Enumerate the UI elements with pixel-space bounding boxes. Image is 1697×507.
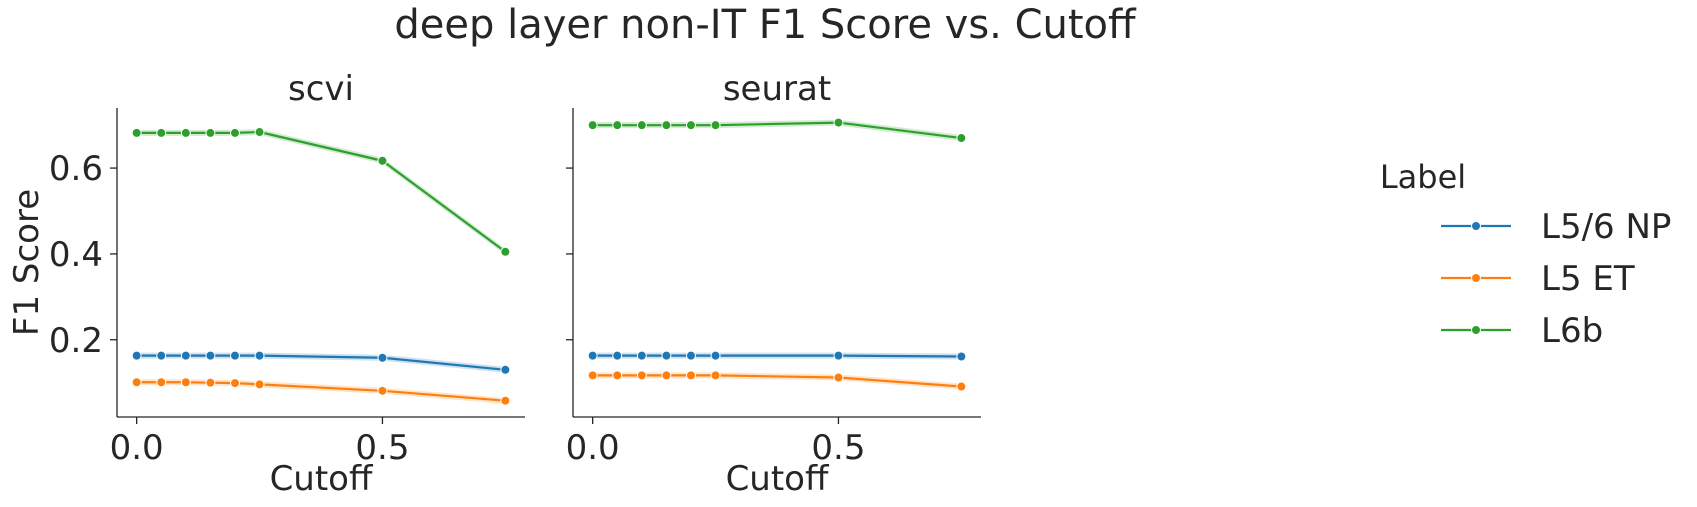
panel-title: scvi [288, 69, 354, 109]
data-point [254, 350, 265, 361]
legend-label: L5 ET [1541, 259, 1635, 299]
data-point [956, 133, 967, 144]
legend-label: L6b [1541, 311, 1603, 351]
series-L5 ET [131, 377, 511, 406]
data-point [661, 120, 672, 131]
data-point [636, 350, 647, 361]
data-point [500, 246, 511, 257]
data-point [254, 379, 265, 390]
series-L6b [587, 117, 967, 144]
data-point [685, 370, 696, 381]
data-point [180, 377, 191, 388]
data-point [377, 155, 388, 166]
series-band [136, 352, 506, 373]
legend-marker [1471, 325, 1481, 335]
data-point [180, 127, 191, 138]
data-point [833, 372, 844, 383]
data-point [833, 117, 844, 128]
series-L5 ET [587, 370, 967, 392]
y-tick-label: 0.4 [49, 235, 103, 275]
data-point [229, 350, 240, 361]
data-point [636, 120, 647, 131]
chart-suptitle: deep layer non-IT F1 Score vs. Cutoff [394, 2, 1137, 48]
data-point [229, 127, 240, 138]
legend-item: L5/6 NP [1441, 207, 1671, 247]
data-point [710, 120, 721, 131]
legend-marker [1471, 273, 1481, 283]
data-point [612, 120, 623, 131]
data-point [229, 378, 240, 389]
series-line [136, 130, 506, 253]
series-band [136, 379, 506, 404]
y-axis-label: F1 Score [7, 189, 47, 336]
data-point [205, 350, 216, 361]
data-point [636, 370, 647, 381]
x-tick-label: 0.0 [566, 428, 620, 468]
x-tick-label: 0.0 [110, 428, 164, 468]
legend-marker [1471, 221, 1481, 231]
series-line [592, 121, 962, 140]
chart-panels: scvi 0.0 0.5 0.2 0.4 0.6 Cutoff F1 Score seurat 0… [7, 69, 981, 499]
data-point [131, 350, 142, 361]
chart-panel-scvi: scvi 0.0 0.5 0.2 0.4 0.6 Cutoff F1 Score [7, 69, 525, 499]
x-axis-label: Cutoff [270, 459, 374, 499]
panel-title: seurat [723, 69, 831, 109]
data-point [661, 350, 672, 361]
series-band [592, 372, 962, 390]
data-point [710, 350, 721, 361]
data-point [956, 351, 967, 362]
series-line [592, 354, 962, 358]
legend-item: L6b [1441, 311, 1603, 351]
data-point [377, 385, 388, 396]
legend-item: L5 ET [1441, 259, 1635, 299]
data-point [612, 350, 623, 361]
series-L5/6 NP [587, 350, 967, 362]
data-point [500, 395, 511, 406]
data-point [377, 352, 388, 363]
data-point [156, 350, 167, 361]
data-point [685, 120, 696, 131]
data-point [612, 370, 623, 381]
chart-legend: Label L5/6 NP L5 ET L6b [1380, 158, 1672, 351]
data-point [180, 350, 191, 361]
data-point [833, 350, 844, 361]
x-tick-label: 0.5 [355, 428, 409, 468]
data-point [156, 377, 167, 388]
data-point [205, 377, 216, 388]
data-point [500, 364, 511, 375]
data-point [956, 381, 967, 392]
x-axis-label: Cutoff [726, 459, 830, 499]
y-tick-label: 0.6 [49, 149, 103, 189]
data-point [587, 350, 598, 361]
x-tick-label: 0.5 [811, 428, 865, 468]
y-tick-label: 0.2 [49, 321, 103, 361]
data-point [131, 377, 142, 388]
legend-label: L5/6 NP [1541, 207, 1671, 247]
data-point [205, 127, 216, 138]
data-point [710, 370, 721, 381]
series-band [136, 129, 506, 255]
data-point [661, 370, 672, 381]
data-point [587, 120, 598, 131]
data-point [254, 127, 265, 138]
legend-title: Label [1380, 158, 1466, 196]
data-point [685, 350, 696, 361]
data-point [156, 127, 167, 138]
data-point [587, 370, 598, 381]
data-point [131, 127, 142, 138]
series-L6b [131, 127, 511, 257]
series-L5/6 NP [131, 350, 511, 375]
